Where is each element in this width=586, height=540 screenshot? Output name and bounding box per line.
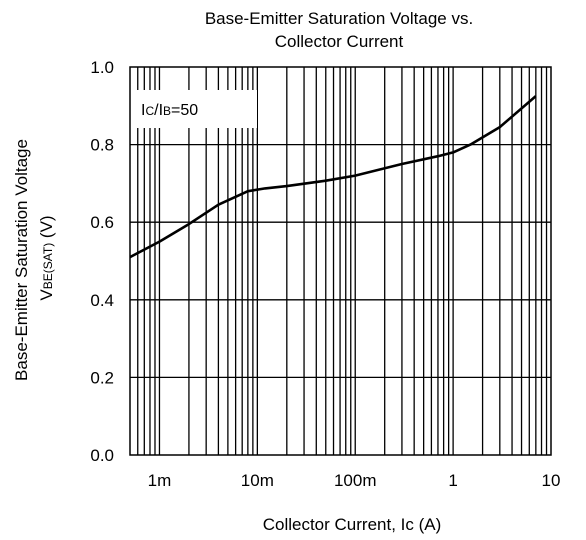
annotation-box [131,90,257,128]
y-axis-label-line1: Base-Emitter Saturation Voltage [12,139,31,381]
x-tick-label: 100m [334,471,377,490]
plot-area [129,66,552,456]
series-group [129,95,537,259]
y-tick-label: 0.2 [90,368,114,387]
annotation-label: IC/IB=50 [141,102,198,119]
chart-title-line1: Base-Emitter Saturation Voltage vs. [205,9,473,28]
y-tick-labels: 0.0 0.2 0.4 0.6 0.8 1.0 [90,58,114,465]
x-axis-label: Collector Current, Ic (A) [263,515,442,534]
chart-title-line2: Collector Current [275,32,404,51]
y-tick-label: 1.0 [90,58,114,77]
y-tick-label: 0.8 [90,136,114,155]
y-axis-label-line2: VBE(SAT) (V) [37,215,56,300]
y-tick-label: 0.4 [90,291,114,310]
x-tick-labels: 1m 10m 100m 1 10 [148,471,561,490]
y-tick-label: 0.0 [90,446,114,465]
series-line [129,95,537,259]
grid [130,67,551,455]
x-tick-label: 1 [448,471,457,490]
x-tick-label: 10 [542,471,561,490]
y-tick-label: 0.6 [90,213,114,232]
x-tick-label: 1m [148,471,172,490]
x-tick-label: 10m [241,471,274,490]
